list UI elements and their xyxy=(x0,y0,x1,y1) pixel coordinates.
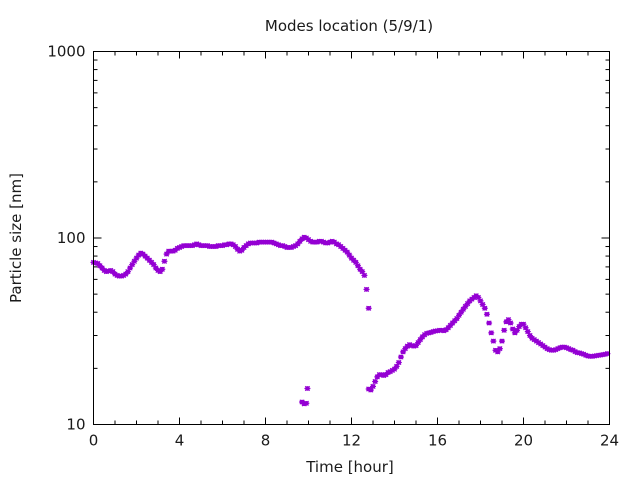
data-point xyxy=(232,243,239,250)
data-point xyxy=(488,330,495,336)
data-point xyxy=(303,400,310,406)
data-point xyxy=(490,338,497,344)
data-point xyxy=(509,326,516,332)
x-tick-label: 20 xyxy=(514,432,533,450)
data-point xyxy=(359,269,366,275)
data-point xyxy=(372,378,379,385)
data-point xyxy=(393,363,400,369)
x-tick-label: 12 xyxy=(342,432,361,450)
x-axis-label: Time [hour] xyxy=(305,458,394,476)
data-point xyxy=(361,272,368,279)
y-tick-label: 1000 xyxy=(47,43,85,61)
chart-title: Modes location (5/9/1) xyxy=(265,17,433,35)
data-point xyxy=(479,301,486,308)
tick-labels: 0 4 8 12 16 20 24 10 100 1000 xyxy=(47,43,619,450)
data-point xyxy=(365,305,372,311)
x-tick-label: 4 xyxy=(175,432,185,450)
x-tick-label: 8 xyxy=(261,432,271,450)
data-point xyxy=(363,286,370,293)
data-point xyxy=(370,383,376,390)
data-point xyxy=(397,354,404,360)
data-point xyxy=(475,294,482,301)
data-point xyxy=(159,266,166,272)
y-tick-label: 10 xyxy=(66,416,85,434)
data-point xyxy=(496,346,503,352)
data-point xyxy=(124,269,131,275)
data-point xyxy=(524,328,531,335)
data-point xyxy=(354,263,361,269)
y-axis-label: Particle size [nm] xyxy=(7,173,25,303)
data-point xyxy=(161,258,168,264)
plot-frame xyxy=(93,51,610,425)
data-point xyxy=(514,327,521,333)
data-point xyxy=(507,320,514,326)
data-point xyxy=(400,349,407,355)
data-points xyxy=(90,234,611,407)
axis-ticks xyxy=(93,51,610,425)
data-point xyxy=(481,305,488,311)
x-tick-label: 0 xyxy=(89,432,99,450)
data-point xyxy=(501,327,508,333)
x-tick-label: 16 xyxy=(428,432,447,450)
data-point xyxy=(486,320,493,326)
y-tick-label: 100 xyxy=(57,229,86,247)
data-point xyxy=(499,338,505,344)
data-point xyxy=(522,325,529,331)
data-point xyxy=(483,311,490,317)
x-tick-label: 24 xyxy=(600,432,619,450)
data-point xyxy=(304,385,311,392)
data-point xyxy=(395,359,402,366)
